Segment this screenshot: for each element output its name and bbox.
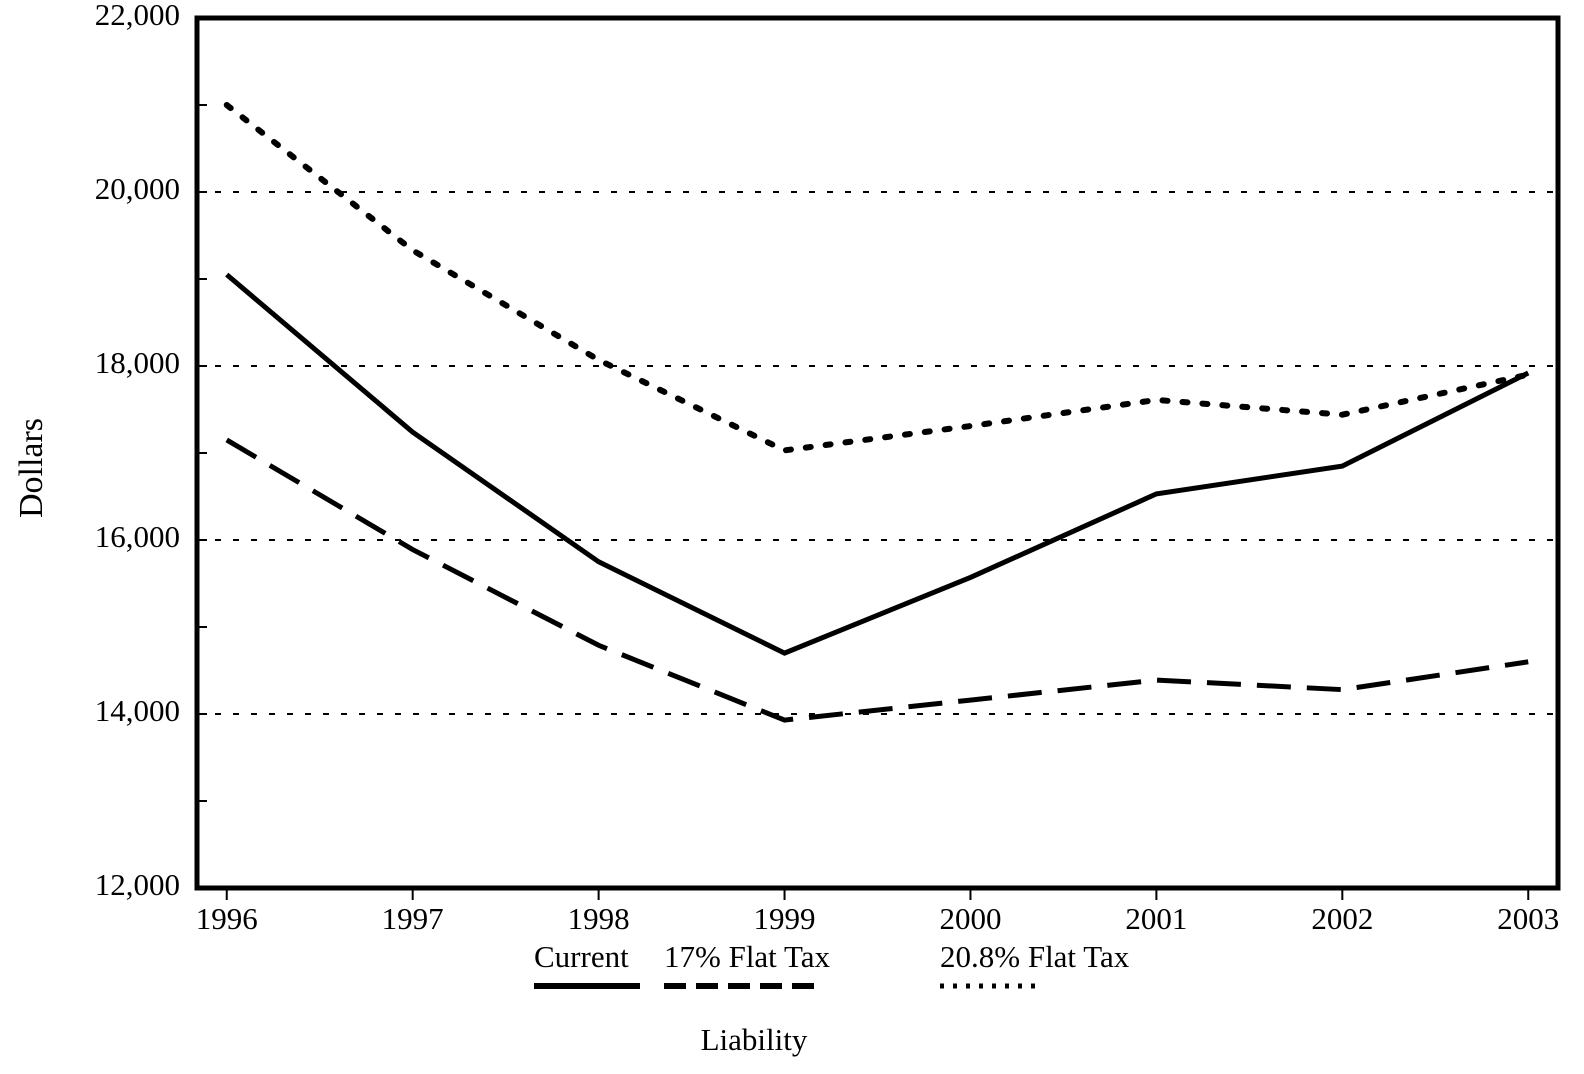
y-tick-label: 14,000: [95, 693, 180, 728]
series-line: [223, 102, 1532, 454]
x-tick-label: 1999: [754, 901, 816, 936]
legend-title: Liability: [701, 1022, 808, 1057]
x-tick-label: 2002: [1311, 901, 1373, 936]
legend-label: 20.8% Flat Tax: [940, 939, 1130, 974]
y-tick-label: 16,000: [95, 519, 180, 554]
legend-label: Current: [534, 939, 629, 974]
x-tick-label: 1997: [382, 901, 444, 936]
series-line: [225, 437, 1529, 723]
x-tick-label: 2000: [939, 901, 1001, 936]
x-tick-label: 1996: [196, 901, 258, 936]
series-line: [225, 272, 1530, 656]
x-tick-label: 2001: [1125, 901, 1187, 936]
y-tick-label: 18,000: [95, 345, 180, 380]
legend-label: 17% Flat Tax: [664, 939, 831, 974]
y-tick-label: 20,000: [95, 171, 180, 206]
x-tick-label: 2003: [1497, 901, 1559, 936]
y-tick-label: 22,000: [95, 0, 180, 32]
x-tick-label: 1998: [568, 901, 630, 936]
y-axis-label: Dollars: [13, 418, 50, 518]
y-tick-label: 12,000: [95, 867, 180, 902]
plot-frame: [194, 15, 1561, 891]
